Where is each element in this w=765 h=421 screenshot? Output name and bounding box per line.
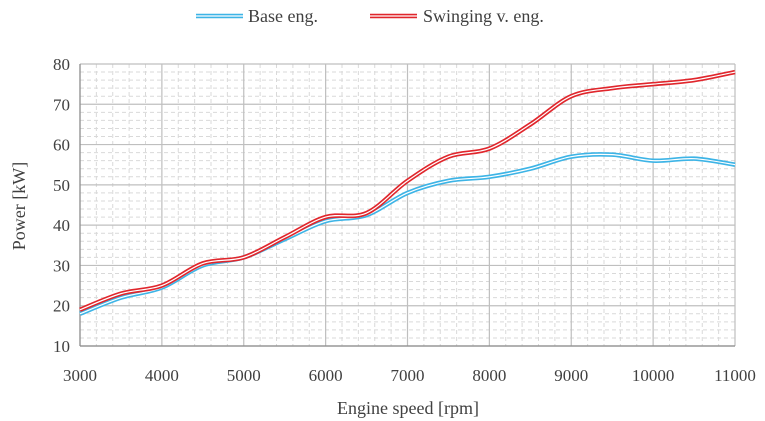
legend-item: Base eng. bbox=[196, 6, 318, 26]
y-tick-label: 80 bbox=[53, 55, 70, 74]
grid bbox=[79, 63, 736, 347]
y-tick-label: 40 bbox=[53, 216, 70, 235]
x-axis-label: Engine speed [rpm] bbox=[337, 398, 479, 418]
y-tick-label: 50 bbox=[53, 176, 70, 195]
legend: Base eng. Swinging v. eng. bbox=[196, 6, 544, 26]
y-tick-label: 60 bbox=[53, 136, 70, 155]
x-tick-label: 3000 bbox=[63, 366, 97, 385]
x-tick-label: 7000 bbox=[391, 366, 425, 385]
x-tick-labels: 3000 4000 5000 6000 7000 8000 9000 10000 11000 bbox=[63, 366, 756, 385]
x-tick-label: 10000 bbox=[632, 366, 675, 385]
legend-label: Base eng. bbox=[248, 6, 318, 26]
y-axis-label: Power [kW] bbox=[9, 162, 29, 250]
x-tick-label: 4000 bbox=[145, 366, 179, 385]
x-tick-label: 11000 bbox=[714, 366, 756, 385]
series-swinging-v-eng bbox=[79, 69, 736, 312]
x-tick-label: 5000 bbox=[227, 366, 261, 385]
y-tick-labels: 10 20 30 40 50 60 70 80 bbox=[53, 55, 70, 356]
y-tick-label: 70 bbox=[53, 95, 70, 114]
y-tick-label: 30 bbox=[53, 256, 70, 275]
y-tick-label: 10 bbox=[53, 337, 70, 356]
x-tick-label: 6000 bbox=[309, 366, 343, 385]
y-tick-label: 20 bbox=[53, 297, 70, 316]
legend-item: Swinging v. eng. bbox=[370, 6, 544, 26]
axes bbox=[79, 64, 735, 347]
x-tick-label: 8000 bbox=[472, 366, 506, 385]
series-line-inner bbox=[79, 71, 736, 311]
x-tick-label: 9000 bbox=[554, 366, 588, 385]
series-lines bbox=[79, 69, 736, 316]
legend-label: Swinging v. eng. bbox=[423, 6, 544, 26]
